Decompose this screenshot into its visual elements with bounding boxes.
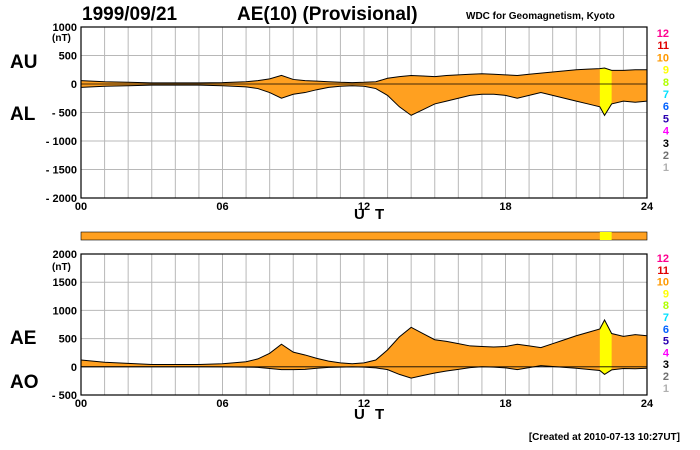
plot-date: 1999/09/21 <box>82 4 178 25</box>
top-legend-count-2: 2 <box>663 150 669 162</box>
plot-title: AE(10) (Provisional) <box>237 4 418 25</box>
top-x-axis-label: U T <box>354 206 388 223</box>
created-stamp: [Created at 2010-07-13 10:27UT] <box>528 432 680 443</box>
top-unit-label: (nT) <box>52 33 71 44</box>
top-y-tick-label: - 1500 <box>46 165 77 177</box>
bottom-y-tick-label: 500 <box>59 334 77 346</box>
ao-label: AO <box>10 372 39 393</box>
top-y-tick-label: - 1000 <box>46 136 77 148</box>
top-x-tick-label: 24 <box>641 201 654 213</box>
bottom-legend-count-9: 9 <box>663 288 669 300</box>
bottom-x-tick-label: 24 <box>641 398 654 410</box>
top-y-tick-label: 500 <box>59 51 77 63</box>
bottom-plot-frame <box>80 253 648 396</box>
top-legend-count-8: 8 <box>663 77 669 89</box>
top-y-tick-label: 0 <box>71 79 77 91</box>
top-y-tick-label: - 2000 <box>46 193 77 205</box>
top-legend-count-11: 11 <box>657 40 669 52</box>
bottom-legend-count-1: 1 <box>663 383 669 395</box>
bottom-x-tick-label: 18 <box>499 398 511 410</box>
top-legend-count-6: 6 <box>663 101 669 113</box>
bottom-legend-count-4: 4 <box>663 347 670 359</box>
bottom-legend-count-10: 10 <box>657 277 669 289</box>
bottom-y-tick-label: 1500 <box>53 277 77 289</box>
top-legend-count-4: 4 <box>663 126 670 138</box>
au-label: AU <box>10 52 38 73</box>
bottom-legend-count-8: 8 <box>663 300 669 312</box>
bottom-legend-count-6: 6 <box>663 324 669 336</box>
top-legend-count-1: 1 <box>663 162 669 174</box>
bottom-y-tick-label: 2000 <box>53 249 77 261</box>
bottom-y-tick-label: 0 <box>71 362 77 374</box>
bottom-y-tick-label: 1000 <box>53 305 77 317</box>
bottom-x-tick-label: 00 <box>75 398 87 410</box>
top-lower-series-line <box>80 84 648 117</box>
bottom-x-tick-label: 06 <box>216 398 228 410</box>
bottom-y-tick-label: - 500 <box>52 390 77 402</box>
top-plot-frame <box>80 26 648 199</box>
top-band-area <box>81 68 647 116</box>
bottom-upper-series-line <box>80 318 648 366</box>
bottom-legend-count-5: 5 <box>663 336 669 348</box>
bottom-x-tick-label: 12 <box>358 398 370 410</box>
top-legend-count-5: 5 <box>663 113 669 125</box>
top-y-tick-label: - 500 <box>52 108 77 120</box>
bottom-unit-label: (nT) <box>52 262 71 273</box>
top-legend-count-10: 10 <box>657 52 669 64</box>
bottom-legend-count-11: 11 <box>657 265 669 277</box>
top-upper-series-line <box>80 67 647 84</box>
data-source: WDC for Geomagnetism, Kyoto <box>466 11 615 22</box>
top-legend-count-7: 7 <box>663 89 669 101</box>
ae-label: AE <box>10 328 37 349</box>
top-legend-count-9: 9 <box>663 65 669 77</box>
bottom-legend-count-7: 7 <box>663 312 669 324</box>
al-label: AL <box>10 104 36 125</box>
bottom-legend-count-12: 12 <box>657 253 669 265</box>
top-x-tick-label: 00 <box>75 201 87 213</box>
top-legend-count-12: 12 <box>657 28 669 40</box>
bottom-band-area <box>81 319 647 379</box>
bottom-legend-count-3: 3 <box>663 359 669 371</box>
data-status-bar <box>80 231 648 241</box>
top-highlight-area <box>599 68 612 116</box>
top-legend-count-3: 3 <box>663 138 669 150</box>
bottom-x-axis-label: U T <box>354 406 388 423</box>
top-x-tick-label: 12 <box>358 201 370 213</box>
bottom-highlight-area <box>599 319 612 375</box>
top-x-tick-label: 06 <box>216 201 228 213</box>
bottom-legend-count-2: 2 <box>663 371 669 383</box>
top-x-tick-label: 18 <box>499 201 511 213</box>
data-status-highlight <box>599 232 612 240</box>
top-y-tick-label: 1000 <box>53 22 77 34</box>
